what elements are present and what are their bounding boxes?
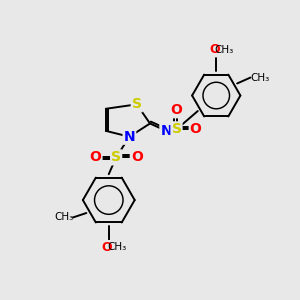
Text: S: S — [132, 98, 142, 111]
Text: CH₃: CH₃ — [54, 212, 73, 222]
Text: CH₃: CH₃ — [250, 73, 269, 82]
Text: N: N — [160, 124, 172, 138]
Text: O: O — [209, 44, 220, 56]
Text: S: S — [111, 150, 121, 164]
Text: CH₃: CH₃ — [107, 242, 127, 253]
Text: O: O — [190, 122, 202, 136]
Text: O: O — [131, 150, 143, 164]
Text: N: N — [124, 130, 135, 144]
Text: O: O — [171, 103, 182, 117]
Text: O: O — [101, 241, 112, 254]
Text: O: O — [90, 150, 101, 164]
Text: CH₃: CH₃ — [215, 45, 234, 55]
Text: S: S — [172, 122, 182, 136]
